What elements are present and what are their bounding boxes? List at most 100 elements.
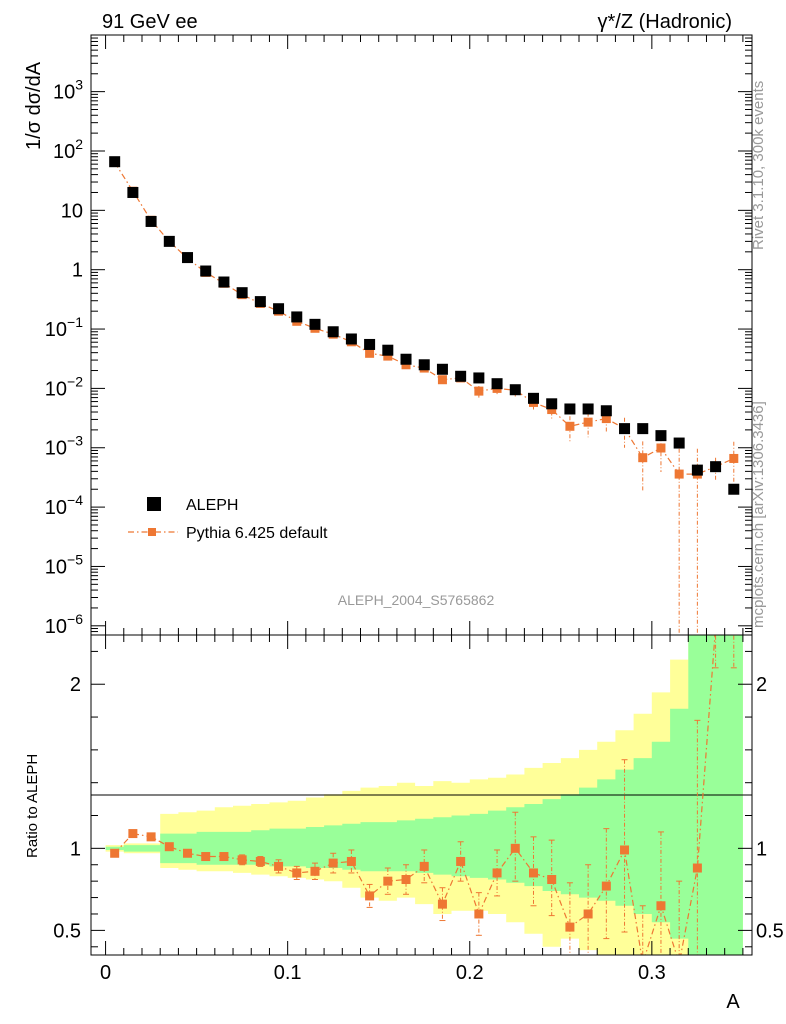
ratio-mc-point [310,866,320,876]
aleph-point [254,296,266,308]
aleph-point [655,430,667,442]
aleph-point [218,276,230,288]
mc-point [474,386,484,396]
main-ytick-label: 103 [53,77,83,104]
ratio-ytick-label: 0.5 [53,920,81,942]
main-panel: 10−6 10−5 10−4 10−3 10−2 10−1 1 10 102 103 ALEPH … [45,34,753,638]
mc-point [601,414,611,424]
mc-point [729,453,739,463]
ratio-ylabel: Ratio to ALEPH [24,754,41,858]
main-ytick-label: 10−4 [45,492,83,519]
aleph-point [564,403,576,415]
ratio-mc-point [456,856,466,866]
mc-line [114,162,735,475]
main-ytick-label: 102 [53,136,83,163]
aleph-point [509,384,521,396]
aleph-point [236,287,248,299]
ratio-band-inner [105,635,743,955]
ratio-mc-point [583,909,593,919]
aleph-point [327,326,339,338]
main-ytick-label: 1 [72,260,83,282]
aleph-point [345,333,357,345]
ratio-mc-point [255,856,265,866]
main-ytick-label: 10−6 [45,611,83,638]
ratio-mc-point [437,899,447,909]
analysis-label: ALEPH_2004_S5765862 [338,592,495,608]
aleph-point [127,186,139,198]
mcplots-label: mcplots.cern.ch [arXiv:1306.3436] [750,401,767,628]
main-ytick-label: 10−5 [45,551,83,578]
ratio-mc-point [128,829,138,839]
main-ytick-label: 10−3 [45,433,83,460]
mc-point [656,443,666,453]
ratio-xtick-label: 0 [100,962,111,984]
ratio-mc-clipped [110,635,737,955]
aleph-point [400,353,412,365]
ratio-mc-point [146,832,156,842]
mc-point [383,351,393,361]
aleph-point [491,378,503,390]
ratio-mc-point [510,843,520,853]
aleph-series [109,156,740,495]
legend-mc-marker [148,528,156,536]
mc-point [674,469,684,479]
main-y-ticks: 10−6 10−5 10−4 10−3 10−2 10−1 1 10 102 103 [45,34,752,638]
ratio-mc-point [474,909,484,919]
aleph-point [455,370,467,382]
aleph-point [600,405,612,417]
ratio-mc-point [237,855,247,865]
legend-aleph-marker [147,497,161,511]
aleph-point [691,464,703,476]
ratio-mc-point [383,876,393,886]
aleph-point [418,359,430,371]
aleph-point [582,403,594,415]
mc-point [547,405,557,415]
ratio-mc-point [620,845,630,855]
main-ytick-label: 10 [61,200,83,222]
ratio-mc-point [201,852,211,862]
ratio-ytick-label-right: 0.5 [756,920,784,942]
aleph-point [382,344,394,356]
ratio-mc-point [219,852,229,862]
ratio-ytick-label-right: 2 [756,674,767,696]
ratio-xtick-label: 0.1 [274,962,302,984]
ratio-frame [90,634,753,956]
mc-point [583,417,593,427]
aleph-point [728,483,740,495]
ratio-xtick-label: 0.2 [456,962,484,984]
ratio-mc-point [164,842,174,852]
plot-title-left: 91 GeV ee [102,11,198,33]
ratio-ytick-label-right: 1 [756,838,767,860]
main-ytick-label: 10−2 [45,373,83,400]
legend-aleph-label: ALEPH [186,497,238,514]
ratio-mc-point [419,861,429,871]
aleph-point [619,423,631,435]
main-frame [90,34,753,636]
ratio-mc-point [274,861,284,871]
ratio-mc-point [601,881,611,891]
ratio-mc-point [346,856,356,866]
main-ylabel: 1/σ dσ/dA [23,61,45,150]
ratio-panel: 0.5 0.5 1 1 2 2 0 0.1 0.2 0.3 [53,634,784,984]
rivet-version-label: Rivet 3.1.10, 300k events [750,81,767,250]
aleph-point [309,318,321,330]
legend: ALEPH Pythia 6.425 default [128,497,328,542]
aleph-point [182,252,194,264]
aleph-point [273,303,285,315]
ratio-mc-point [110,848,120,858]
legend-mc-label: Pythia 6.425 default [186,525,328,542]
ratio-mc-point [656,901,666,911]
aleph-point [527,392,539,404]
ratio-xtick-label: 0.3 [638,962,666,984]
ratio-mc-point [547,875,557,885]
ratio-ytick-label: 1 [70,838,81,860]
mc-point [401,360,411,370]
plot-title-right: γ*/Z (Hadronic) [598,11,732,33]
ratio-mc-point [565,922,575,932]
ratio-mc-point [365,891,375,901]
ratio-mc-point [401,875,411,885]
mc-point [437,375,447,385]
mc-series [110,157,739,635]
ratio-mc-point [183,848,193,858]
